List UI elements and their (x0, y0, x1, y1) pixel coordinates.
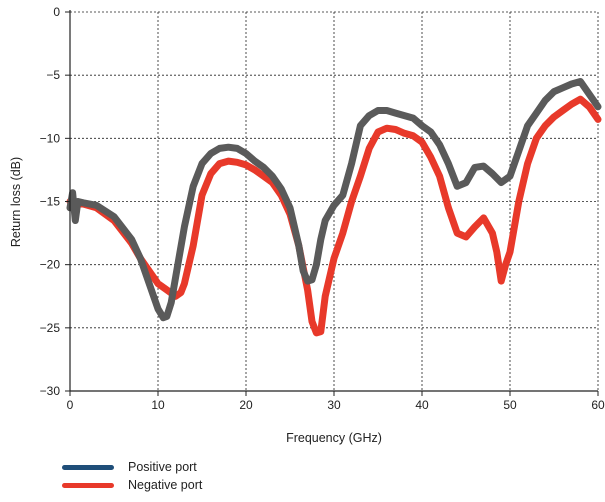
x-tick-label: 30 (327, 398, 341, 412)
legend-label-positive: Positive port (128, 460, 197, 474)
y-tick-labels: 0 −5 −10 −15 −20 −25 −30 (40, 5, 70, 398)
y-tick-label: −25 (40, 321, 61, 335)
x-tick-label: 0 (67, 398, 74, 412)
y-tick-label: 0 (53, 5, 60, 19)
legend-swatch-negative (62, 482, 114, 488)
x-tick-label: 60 (591, 398, 605, 412)
x-tick-label: 40 (415, 398, 429, 412)
legend-swatch-positive (62, 464, 114, 470)
legend: Positive port Negative port (62, 458, 202, 494)
legend-label-negative: Negative port (128, 478, 203, 492)
x-tick-label: 10 (151, 398, 165, 412)
y-axis-label: Return loss (dB) (9, 157, 23, 247)
y-tick-label: −15 (40, 195, 61, 209)
return-loss-chart: 0 10 20 30 40 50 60 0 −5 −10 −15 −20 −25 −30 Frequen… (9, 5, 605, 445)
series-line-negative (66, 95, 602, 337)
legend-item-negative: Negative port (62, 476, 202, 494)
legend-item-positive: Positive port (62, 458, 202, 476)
y-tick-label: −20 (40, 258, 61, 272)
y-tick-label: −30 (40, 384, 61, 398)
x-tick-label: 20 (239, 398, 253, 412)
y-tick-label: −10 (40, 131, 61, 145)
series-line-positive (66, 78, 602, 322)
y-tick-label: −5 (46, 68, 60, 82)
x-tick-labels: 0 10 20 30 40 50 60 (67, 391, 605, 412)
x-tick-label: 50 (503, 398, 517, 412)
x-axis-label: Frequency (GHz) (286, 431, 382, 445)
series-lines (66, 78, 602, 337)
